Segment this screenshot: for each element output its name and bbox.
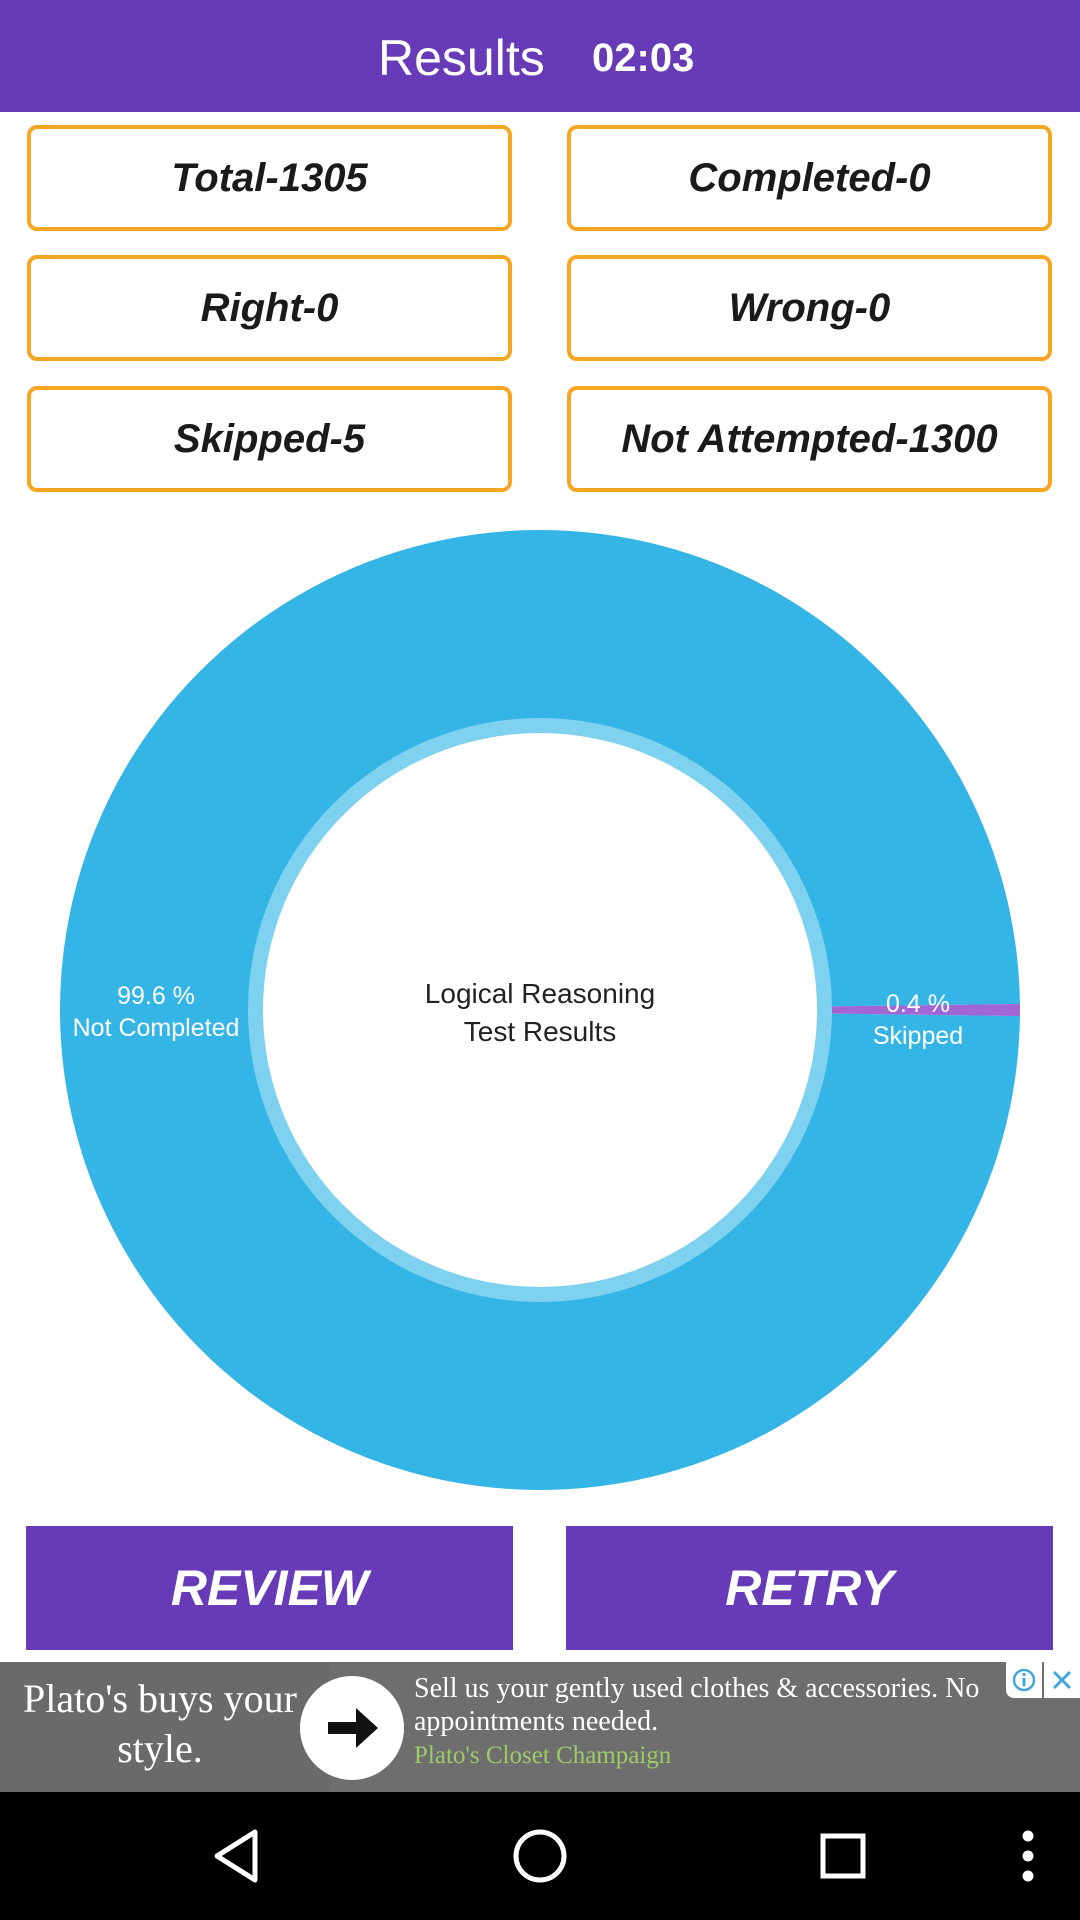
skipped-stat: Skipped-5 [27, 386, 512, 492]
system-navigation-bar [0, 1792, 1080, 1920]
review-button[interactable]: REVIEW [26, 1526, 513, 1650]
wrong-stat: Wrong-0 [567, 255, 1052, 361]
donut-svg [60, 530, 1020, 1490]
back-icon[interactable] [197, 1816, 277, 1896]
close-icon[interactable] [1044, 1662, 1080, 1698]
slice-label-skipped: 0.4 % Skipped [848, 988, 988, 1052]
ad-headline: Plato's buys your style. [23, 1676, 297, 1771]
right-stat: Right-0 [27, 255, 512, 361]
timer: 02:03 [592, 36, 695, 80]
results-donut-chart: 99.6 % Not Completed 0.4 % Skipped Logic… [60, 530, 1020, 1490]
donut-hole [263, 733, 817, 1287]
total-stat: Total-1305 [27, 125, 512, 231]
ad-image-area [0, 1662, 330, 1792]
slice-name-not-completed: Not Completed [72, 1014, 240, 1042]
more-icon[interactable] [988, 1816, 1068, 1896]
arrow-right-icon[interactable] [300, 1676, 404, 1780]
home-icon[interactable] [500, 1816, 580, 1896]
ad-banner[interactable]: Plato's buys your style. Sell us your ge… [0, 1662, 1080, 1792]
slice-percent-skipped: 0.4 % [886, 990, 950, 1018]
chart-title-line-2: Test Results [463, 1016, 617, 1047]
slice-name-skipped: Skipped [872, 1022, 964, 1050]
page-title: Results [378, 30, 545, 86]
ad-source: Plato's Closet Champaign [414, 1742, 672, 1769]
ad-body-text: Sell us your gently used clothes & acces… [414, 1673, 980, 1737]
slice-percent-not-completed: 99.6 % [117, 982, 195, 1010]
slice-label-not-completed: 99.6 % Not Completed [56, 980, 256, 1044]
app-header: Results 02:03 [0, 0, 1080, 112]
slice-not-completed [60, 530, 1020, 1490]
ad-choices-icon[interactable] [1006, 1662, 1042, 1698]
chart-center-title: Logical Reasoning Test Results [390, 975, 690, 1051]
chart-title-line-1: Logical Reasoning [424, 978, 656, 1009]
completed-stat: Completed-0 [567, 125, 1052, 231]
retry-button[interactable]: RETRY [566, 1526, 1053, 1650]
recents-icon[interactable] [803, 1816, 883, 1896]
not-attempted-stat: Not Attempted-1300 [567, 386, 1052, 492]
